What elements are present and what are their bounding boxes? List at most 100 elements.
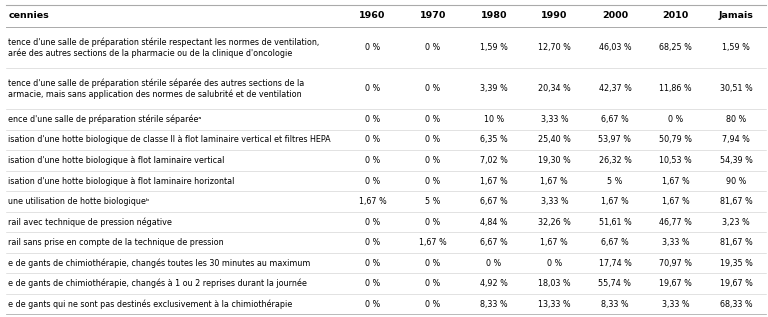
Text: ence d'une salle de préparation stérile séparéeᵃ: ence d'une salle de préparation stérile … xyxy=(8,115,202,124)
Text: 1980: 1980 xyxy=(481,11,507,20)
Text: 0 %: 0 % xyxy=(365,300,380,309)
Text: 19,30 %: 19,30 % xyxy=(538,156,571,165)
Text: 8,33 %: 8,33 % xyxy=(601,300,629,309)
Text: 1,67 %: 1,67 % xyxy=(419,238,447,247)
Text: 6,35 %: 6,35 % xyxy=(480,135,508,145)
Text: 1,67 %: 1,67 % xyxy=(480,177,508,185)
Text: tence d'une salle de préparation stérile respectant les normes de ventilation,: tence d'une salle de préparation stérile… xyxy=(8,37,319,47)
Text: 0 %: 0 % xyxy=(425,279,441,288)
Text: 12,70 %: 12,70 % xyxy=(538,43,571,52)
Text: 0 %: 0 % xyxy=(547,259,562,268)
Text: 0 %: 0 % xyxy=(365,84,380,93)
Text: 1,59 %: 1,59 % xyxy=(480,43,508,52)
Text: isation d'une hotte biologique à flot laminaire vertical: isation d'une hotte biologique à flot la… xyxy=(8,156,225,165)
Text: 68,33 %: 68,33 % xyxy=(720,300,753,309)
Text: 0 %: 0 % xyxy=(365,238,380,247)
Text: isation d'une hotte biologique de classe II à flot laminaire vertical et filtres: isation d'une hotte biologique de classe… xyxy=(8,135,331,145)
Text: 5 %: 5 % xyxy=(607,177,623,185)
Text: 10 %: 10 % xyxy=(484,115,504,124)
Text: 53,97 %: 53,97 % xyxy=(598,135,631,145)
Text: 1,67 %: 1,67 % xyxy=(541,177,568,185)
Text: rail sans prise en compte de la technique de pression: rail sans prise en compte de la techniqu… xyxy=(8,238,224,247)
Text: 51,61 %: 51,61 % xyxy=(598,217,631,227)
Text: 0 %: 0 % xyxy=(365,115,380,124)
Text: 8,33 %: 8,33 % xyxy=(480,300,508,309)
Text: 90 %: 90 % xyxy=(726,177,746,185)
Text: 0 %: 0 % xyxy=(425,156,441,165)
Text: 20,34 %: 20,34 % xyxy=(538,84,571,93)
Text: 0 %: 0 % xyxy=(425,43,441,52)
Text: 0 %: 0 % xyxy=(425,300,441,309)
Text: 11,86 %: 11,86 % xyxy=(659,84,692,93)
Text: 0 %: 0 % xyxy=(486,259,502,268)
Text: 6,67 %: 6,67 % xyxy=(601,238,629,247)
Text: e de gants de chimiothérapie, changés toutes les 30 minutes au maximum: e de gants de chimiothérapie, changés to… xyxy=(8,258,311,268)
Text: 6,67 %: 6,67 % xyxy=(480,238,508,247)
Text: 30,51 %: 30,51 % xyxy=(720,84,753,93)
Text: 4,92 %: 4,92 % xyxy=(480,279,508,288)
Text: 5 %: 5 % xyxy=(425,197,441,206)
Text: 0 %: 0 % xyxy=(425,259,441,268)
Text: 54,39 %: 54,39 % xyxy=(720,156,753,165)
Text: 6,67 %: 6,67 % xyxy=(601,115,629,124)
Text: 0 %: 0 % xyxy=(425,135,441,145)
Text: 0 %: 0 % xyxy=(365,259,380,268)
Text: 50,79 %: 50,79 % xyxy=(659,135,692,145)
Text: 55,74 %: 55,74 % xyxy=(598,279,631,288)
Text: 42,37 %: 42,37 % xyxy=(598,84,631,93)
Text: 3,33 %: 3,33 % xyxy=(541,115,568,124)
Text: 10,53 %: 10,53 % xyxy=(659,156,692,165)
Text: 0 %: 0 % xyxy=(365,135,380,145)
Text: 3,33 %: 3,33 % xyxy=(541,197,568,206)
Text: 0 %: 0 % xyxy=(365,43,380,52)
Text: 1990: 1990 xyxy=(541,11,568,20)
Text: 3,39 %: 3,39 % xyxy=(480,84,508,93)
Text: tence d'une salle de préparation stérile séparée des autres sections de la: tence d'une salle de préparation stérile… xyxy=(8,78,305,87)
Text: 13,33 %: 13,33 % xyxy=(538,300,571,309)
Text: 25,40 %: 25,40 % xyxy=(538,135,571,145)
Text: 1960: 1960 xyxy=(359,11,386,20)
Text: 46,77 %: 46,77 % xyxy=(659,217,692,227)
Text: 0 %: 0 % xyxy=(365,279,380,288)
Text: 7,94 %: 7,94 % xyxy=(722,135,750,145)
Text: 1,67 %: 1,67 % xyxy=(601,197,629,206)
Text: rail avec technique de pression négative: rail avec technique de pression négative xyxy=(8,217,172,227)
Text: 32,26 %: 32,26 % xyxy=(538,217,571,227)
Text: 19,67 %: 19,67 % xyxy=(720,279,753,288)
Text: 70,97 %: 70,97 % xyxy=(659,259,692,268)
Text: 2010: 2010 xyxy=(663,11,689,20)
Text: 0 %: 0 % xyxy=(425,84,441,93)
Text: cennies: cennies xyxy=(8,11,49,20)
Text: 68,25 %: 68,25 % xyxy=(659,43,692,52)
Text: 19,67 %: 19,67 % xyxy=(659,279,692,288)
Text: 7,02 %: 7,02 % xyxy=(480,156,508,165)
Text: isation d'une hotte biologique à flot laminaire horizontal: isation d'une hotte biologique à flot la… xyxy=(8,177,235,185)
Text: 81,67 %: 81,67 % xyxy=(720,197,753,206)
Text: e de gants qui ne sont pas destinés exclusivement à la chimiothérapie: e de gants qui ne sont pas destinés excl… xyxy=(8,300,293,309)
Text: 4,84 %: 4,84 % xyxy=(480,217,508,227)
Text: 0 %: 0 % xyxy=(365,217,380,227)
Text: 3,33 %: 3,33 % xyxy=(662,300,690,309)
Text: arée des autres sections de la pharmacie ou de la clinique d'oncologie: arée des autres sections de la pharmacie… xyxy=(8,49,293,58)
Text: 2000: 2000 xyxy=(602,11,628,20)
Text: e de gants de chimiothérapie, changés à 1 ou 2 reprises durant la journée: e de gants de chimiothérapie, changés à … xyxy=(8,279,307,288)
Text: 0 %: 0 % xyxy=(425,115,441,124)
Text: 0 %: 0 % xyxy=(365,156,380,165)
Text: 1,67 %: 1,67 % xyxy=(662,197,690,206)
Text: 26,32 %: 26,32 % xyxy=(598,156,631,165)
Text: 46,03 %: 46,03 % xyxy=(598,43,631,52)
Text: une utilisation de hotte biologiqueᵇ: une utilisation de hotte biologiqueᵇ xyxy=(8,197,150,206)
Text: 19,35 %: 19,35 % xyxy=(720,259,753,268)
Text: 80 %: 80 % xyxy=(726,115,746,124)
Text: Jamais: Jamais xyxy=(719,11,753,20)
Text: 81,67 %: 81,67 % xyxy=(720,238,753,247)
Text: 1,67 %: 1,67 % xyxy=(541,238,568,247)
Text: 3,33 %: 3,33 % xyxy=(662,238,690,247)
Text: 0 %: 0 % xyxy=(365,177,380,185)
Text: 1,67 %: 1,67 % xyxy=(359,197,386,206)
Text: 1970: 1970 xyxy=(420,11,446,20)
Text: 0 %: 0 % xyxy=(425,217,441,227)
Text: 0 %: 0 % xyxy=(425,177,441,185)
Text: 3,23 %: 3,23 % xyxy=(722,217,750,227)
Text: 18,03 %: 18,03 % xyxy=(538,279,571,288)
